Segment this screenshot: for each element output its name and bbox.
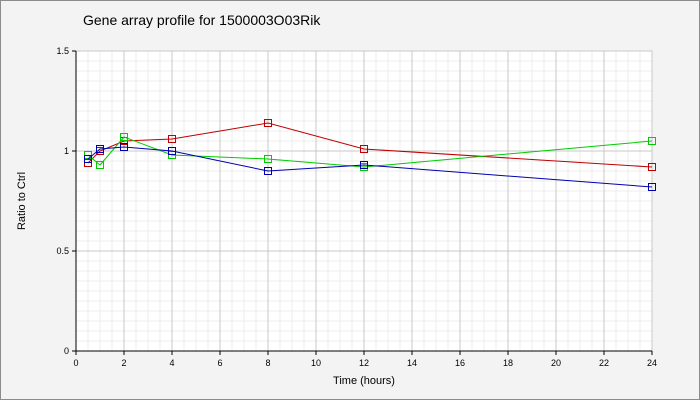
data-point xyxy=(120,133,128,141)
series-line xyxy=(87,146,653,188)
x-tick-label: 6 xyxy=(217,358,222,368)
series-3 xyxy=(84,143,656,191)
x-tick-label: 24 xyxy=(647,358,657,368)
data-point xyxy=(96,161,104,169)
y-axis-label: Ratio to Ctrl xyxy=(16,172,28,230)
x-tick-label: 4 xyxy=(169,358,174,368)
data-point xyxy=(648,163,656,171)
series-line xyxy=(87,122,653,168)
data-point xyxy=(264,119,272,127)
chart-title: Gene array profile for 1500003O03Rik xyxy=(83,12,321,28)
x-axis-label: Time (hours) xyxy=(333,375,395,387)
series-layer xyxy=(84,119,656,191)
x-tick-label: 14 xyxy=(407,358,417,368)
y-tick-label: 0.5 xyxy=(56,246,69,256)
y-tick-label: 0 xyxy=(64,346,69,356)
x-tick-label: 12 xyxy=(359,358,369,368)
x-tick-label: 10 xyxy=(311,358,321,368)
data-point xyxy=(168,147,176,155)
data-point xyxy=(648,183,656,191)
x-axis-ticks: 0 2 4 6 8 10 12 14 16 18 20 22 24 xyxy=(73,351,657,368)
x-tick-label: 16 xyxy=(455,358,465,368)
x-tick-label: 0 xyxy=(73,358,78,368)
data-point xyxy=(84,155,92,163)
data-point xyxy=(120,143,128,151)
data-point xyxy=(96,145,104,153)
data-point xyxy=(168,135,176,143)
data-point xyxy=(264,167,272,175)
data-point xyxy=(360,145,368,153)
data-point xyxy=(648,137,656,145)
x-tick-label: 8 xyxy=(265,358,270,368)
y-tick-label: 1.5 xyxy=(56,46,69,56)
y-axis-ticks: 0 0.5 1 1.5 xyxy=(56,46,76,356)
x-tick-label: 20 xyxy=(551,358,561,368)
x-tick-label: 22 xyxy=(599,358,609,368)
y-tick-label: 1 xyxy=(64,146,69,156)
x-tick-label: 2 xyxy=(121,358,126,368)
data-point xyxy=(264,155,272,163)
x-tick-label: 18 xyxy=(503,358,513,368)
data-point xyxy=(360,161,368,169)
